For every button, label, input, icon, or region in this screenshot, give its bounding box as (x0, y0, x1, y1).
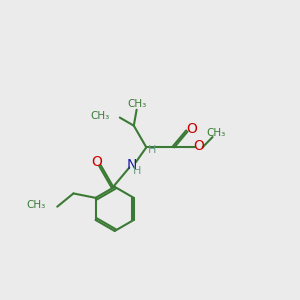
Text: O: O (193, 139, 204, 153)
Text: H: H (148, 145, 156, 155)
Text: CH₃: CH₃ (27, 200, 46, 210)
Text: N: N (127, 158, 137, 172)
Text: CH₃: CH₃ (127, 99, 146, 109)
Text: O: O (187, 122, 197, 136)
Text: CH₃: CH₃ (206, 128, 225, 139)
Text: H: H (133, 166, 142, 176)
Text: CH₃: CH₃ (90, 111, 110, 121)
Text: O: O (91, 155, 102, 169)
